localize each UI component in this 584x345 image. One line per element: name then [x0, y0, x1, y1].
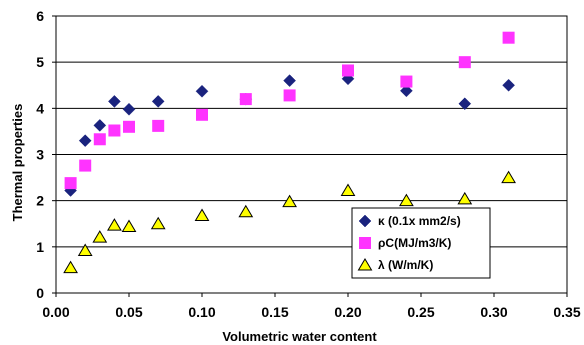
data-point-triangle [238, 204, 254, 218]
y-tick-label: 4 [36, 100, 44, 116]
data-point-diamond [283, 74, 296, 87]
series-triangle [63, 170, 516, 274]
data-point-triangle [77, 243, 93, 257]
data-point-square [239, 93, 252, 106]
data-point-diamond [400, 84, 413, 98]
data-point-square [502, 31, 515, 44]
x-tick-label: 0.15 [261, 304, 288, 320]
data-point-triangle [107, 218, 122, 231]
data-point-diamond [195, 84, 209, 98]
y-tick-label: 5 [36, 54, 44, 70]
x-tick-label: 0.00 [42, 304, 69, 320]
x-tick-label: 0.30 [480, 304, 507, 320]
legend-marker-square [359, 237, 371, 249]
series-square [64, 31, 515, 190]
data-point-square [342, 64, 354, 77]
x-tick-label: 0.20 [334, 304, 361, 320]
legend-marker-triangle [357, 258, 373, 271]
data-point-diamond [502, 78, 515, 92]
data-point-diamond [151, 95, 165, 108]
data-point-triangle [399, 193, 414, 207]
data-point-square [458, 56, 471, 69]
data-point-diamond [78, 134, 92, 148]
data-point-triangle [282, 194, 297, 208]
data-point-square [79, 159, 92, 172]
y-tick-label: 3 [36, 147, 44, 163]
data-point-square [123, 120, 135, 133]
data-point-square [196, 108, 208, 121]
y-tick-label: 0 [36, 285, 44, 301]
y-axis-title: Thermal properties [10, 104, 25, 222]
data-point-triangle [340, 183, 356, 197]
data-point-square [64, 177, 77, 190]
data-point-triangle [194, 208, 210, 221]
data-point-triangle [150, 216, 166, 230]
data-points [63, 31, 516, 274]
y-tick-label: 6 [36, 8, 44, 24]
data-point-square [108, 124, 121, 137]
data-point-square [152, 119, 165, 132]
y-tick-label: 2 [36, 193, 44, 209]
data-point-square [283, 89, 296, 102]
legend-label: λ (W/m/K) [378, 258, 433, 272]
legend-box [351, 207, 491, 279]
x-tick-label: 0.35 [553, 304, 580, 320]
data-point-square [93, 133, 106, 146]
legend-label: κ (0.1x mm2/s) [378, 214, 461, 228]
data-point-diamond [122, 102, 136, 116]
data-point-diamond [108, 95, 121, 108]
x-tick-label: 0.05 [115, 304, 142, 320]
x-tick-label: 0.10 [188, 304, 215, 320]
y-axis-ticks: 0 1 2 3 4 5 6 [36, 8, 56, 301]
legend-label: ρC(MJ/m3/K) [378, 236, 451, 250]
x-tick-label: 0.25 [407, 304, 434, 320]
data-point-diamond [458, 97, 472, 111]
data-point-triangle [501, 170, 516, 184]
data-point-triangle [121, 219, 137, 233]
data-point-diamond [93, 119, 107, 132]
data-point-triangle [92, 230, 108, 243]
data-point-triangle [63, 260, 78, 274]
x-axis-ticks: 0.00 0.05 0.10 0.15 0.20 0.25 0.30 0.35 [42, 293, 581, 320]
legend: κ (0.1x mm2/s) ρC(MJ/m3/K) λ (W/m/K) [351, 207, 491, 279]
data-point-triangle [457, 191, 473, 205]
data-point-square [400, 75, 413, 88]
x-axis-title: Volumetric water content [222, 329, 377, 344]
y-tick-label: 1 [36, 239, 44, 255]
legend-marker-diamond [358, 214, 372, 228]
